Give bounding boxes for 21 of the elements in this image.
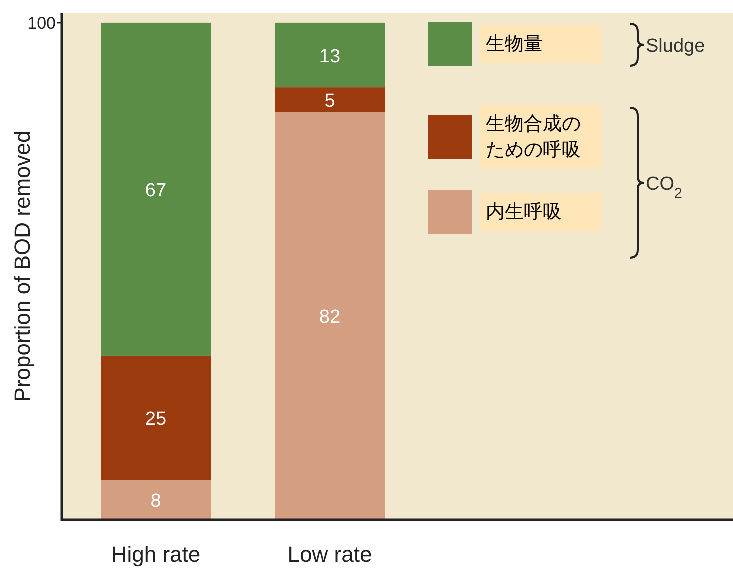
data-label: 82 — [319, 307, 341, 328]
bar — [275, 22, 385, 88]
data-label: 67 — [145, 180, 167, 202]
x-tick-label: Low rate — [288, 542, 372, 567]
data-label: 8 — [150, 491, 162, 512]
bar — [101, 356, 211, 480]
y-axis-title: Proportion of BOD removed — [10, 130, 35, 402]
data-label: 13 — [319, 46, 341, 68]
data-label: 25 — [145, 409, 167, 430]
data-label: 5 — [324, 90, 336, 112]
text: CO$_{2}$ — [646, 174, 682, 202]
x-tick-label: High rate — [111, 542, 201, 567]
bar — [101, 480, 211, 520]
legend-label: 生物合成のための呼吸 — [480, 105, 602, 169]
bar — [275, 88, 385, 112]
legend-label: 生物量 — [480, 25, 602, 63]
bar — [275, 112, 385, 520]
y-tick-label: 100 — [28, 14, 56, 33]
bar — [101, 22, 211, 356]
text: Sludge — [646, 36, 706, 57]
legend-label: 内生呼吸 — [480, 193, 602, 231]
